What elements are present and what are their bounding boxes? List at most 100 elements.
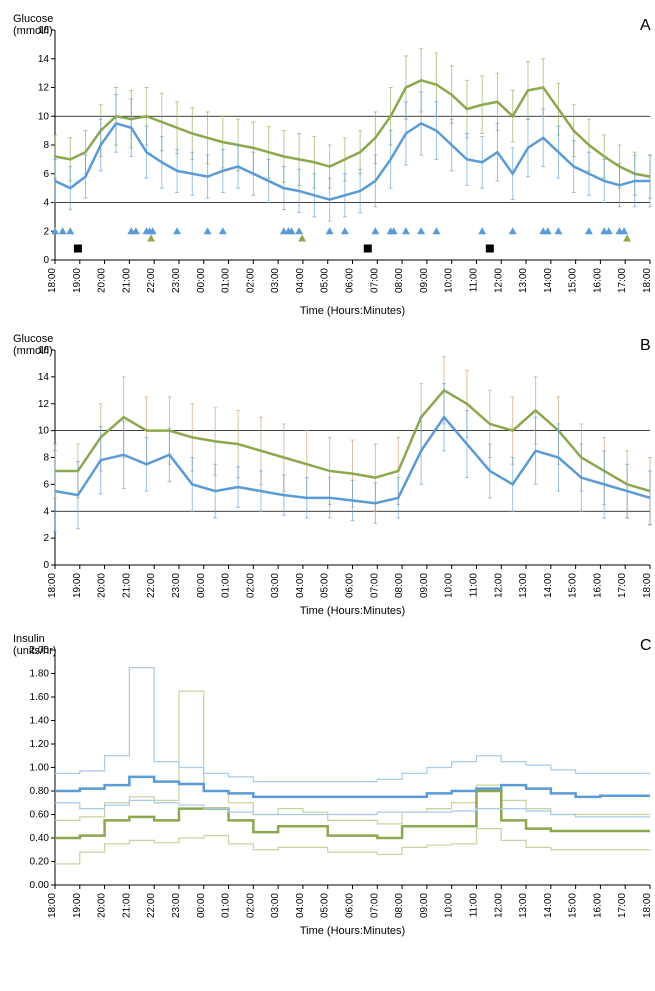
svg-text:02:00: 02:00	[245, 573, 256, 598]
svg-text:13:00: 13:00	[518, 573, 529, 598]
svg-text:19:00: 19:00	[72, 268, 83, 293]
svg-text:04:00: 04:00	[295, 893, 306, 918]
svg-text:09:00: 09:00	[419, 573, 430, 598]
svg-text:2: 2	[43, 226, 49, 237]
svg-text:19:00: 19:00	[72, 573, 83, 598]
svg-text:03:00: 03:00	[270, 893, 281, 918]
svg-text:19:00: 19:00	[72, 893, 83, 918]
svg-text:22:00: 22:00	[146, 893, 157, 918]
svg-text:08:00: 08:00	[394, 893, 405, 918]
svg-text:Insulin: Insulin	[13, 633, 45, 645]
svg-text:09:00: 09:00	[419, 893, 430, 918]
svg-text:Time (Hours:Minutes): Time (Hours:Minutes)	[300, 605, 405, 617]
chart-B: 024681012141618:0019:0020:0021:0022:0023…	[10, 330, 655, 620]
svg-text:Time (Hours:Minutes): Time (Hours:Minutes)	[300, 925, 405, 937]
svg-text:23:00: 23:00	[171, 268, 182, 293]
svg-text:17:00: 17:00	[617, 573, 628, 598]
svg-text:1.20: 1.20	[30, 739, 50, 750]
svg-text:Time (Hours:Minutes): Time (Hours:Minutes)	[300, 305, 405, 317]
panel-C: 0.000.200.400.600.801.001.201.401.601.80…	[10, 630, 645, 940]
svg-text:13:00: 13:00	[518, 893, 529, 918]
svg-text:15:00: 15:00	[568, 573, 579, 598]
svg-text:Glucose: Glucose	[13, 333, 53, 345]
svg-text:6: 6	[43, 479, 49, 490]
svg-text:1.80: 1.80	[30, 669, 50, 680]
svg-text:6: 6	[43, 169, 49, 180]
svg-text:12: 12	[38, 399, 50, 410]
svg-text:14: 14	[38, 54, 50, 65]
svg-text:00:00: 00:00	[196, 268, 207, 293]
svg-text:04:00: 04:00	[295, 573, 306, 598]
svg-text:(mmol/l): (mmol/l)	[13, 345, 53, 357]
svg-text:05:00: 05:00	[320, 573, 331, 598]
svg-text:B: B	[640, 337, 651, 354]
svg-text:15:00: 15:00	[568, 893, 579, 918]
svg-text:07:00: 07:00	[369, 268, 380, 293]
svg-text:05:00: 05:00	[320, 268, 331, 293]
svg-text:14:00: 14:00	[543, 893, 554, 918]
svg-text:C: C	[640, 637, 652, 654]
svg-text:20:00: 20:00	[97, 893, 108, 918]
svg-text:10: 10	[38, 111, 50, 122]
svg-text:20:00: 20:00	[97, 573, 108, 598]
svg-text:00:00: 00:00	[196, 893, 207, 918]
svg-text:18:00: 18:00	[47, 268, 58, 293]
svg-text:02:00: 02:00	[245, 268, 256, 293]
svg-text:1.40: 1.40	[30, 716, 50, 727]
svg-text:0.20: 0.20	[30, 857, 50, 868]
svg-text:10: 10	[38, 426, 50, 437]
svg-text:06:00: 06:00	[345, 893, 356, 918]
svg-text:01:00: 01:00	[221, 573, 232, 598]
chart-C: 0.000.200.400.600.801.001.201.401.601.80…	[10, 630, 655, 940]
svg-text:0.40: 0.40	[30, 833, 50, 844]
svg-text:11:00: 11:00	[468, 893, 479, 918]
svg-text:07:00: 07:00	[369, 573, 380, 598]
svg-text:09:00: 09:00	[419, 268, 430, 293]
svg-text:16:00: 16:00	[592, 573, 603, 598]
svg-text:4: 4	[43, 506, 49, 517]
svg-text:14: 14	[38, 372, 50, 383]
svg-text:1.60: 1.60	[30, 692, 50, 703]
svg-text:10:00: 10:00	[444, 573, 455, 598]
svg-text:02:00: 02:00	[245, 893, 256, 918]
svg-text:18:00: 18:00	[47, 573, 58, 598]
svg-text:18:00: 18:00	[47, 893, 58, 918]
svg-text:14:00: 14:00	[543, 268, 554, 293]
svg-text:20:00: 20:00	[97, 268, 108, 293]
svg-text:07:00: 07:00	[369, 893, 380, 918]
svg-text:03:00: 03:00	[270, 268, 281, 293]
svg-text:21:00: 21:00	[121, 893, 132, 918]
svg-text:12:00: 12:00	[493, 573, 504, 598]
svg-text:00:00: 00:00	[196, 573, 207, 598]
svg-text:10:00: 10:00	[444, 893, 455, 918]
svg-text:18:00: 18:00	[642, 893, 653, 918]
svg-text:16:00: 16:00	[592, 268, 603, 293]
svg-text:4: 4	[43, 198, 49, 209]
svg-text:0.80: 0.80	[30, 786, 50, 797]
svg-text:8: 8	[43, 453, 49, 464]
svg-text:08:00: 08:00	[394, 268, 405, 293]
svg-text:22:00: 22:00	[146, 573, 157, 598]
svg-text:10:00: 10:00	[444, 268, 455, 293]
svg-text:12:00: 12:00	[493, 268, 504, 293]
svg-text:12:00: 12:00	[493, 893, 504, 918]
svg-text:(mmol/l): (mmol/l)	[13, 25, 53, 37]
svg-text:06:00: 06:00	[345, 573, 356, 598]
svg-text:11:00: 11:00	[468, 573, 479, 598]
svg-text:(units/hr): (units/hr)	[13, 645, 56, 657]
svg-text:03:00: 03:00	[270, 573, 281, 598]
svg-text:18:00: 18:00	[642, 573, 653, 598]
svg-text:22:00: 22:00	[146, 268, 157, 293]
panel-A: 024681012141618:0019:0020:0021:0022:0023…	[10, 10, 645, 320]
svg-text:0.00: 0.00	[30, 880, 50, 891]
svg-text:0: 0	[43, 560, 49, 571]
svg-text:A: A	[640, 17, 651, 34]
svg-text:2: 2	[43, 533, 49, 544]
svg-text:05:00: 05:00	[320, 893, 331, 918]
svg-text:11:00: 11:00	[468, 268, 479, 293]
svg-text:15:00: 15:00	[568, 268, 579, 293]
svg-text:01:00: 01:00	[221, 893, 232, 918]
svg-text:18:00: 18:00	[642, 268, 653, 293]
svg-text:14:00: 14:00	[543, 573, 554, 598]
svg-text:Glucose: Glucose	[13, 13, 53, 25]
